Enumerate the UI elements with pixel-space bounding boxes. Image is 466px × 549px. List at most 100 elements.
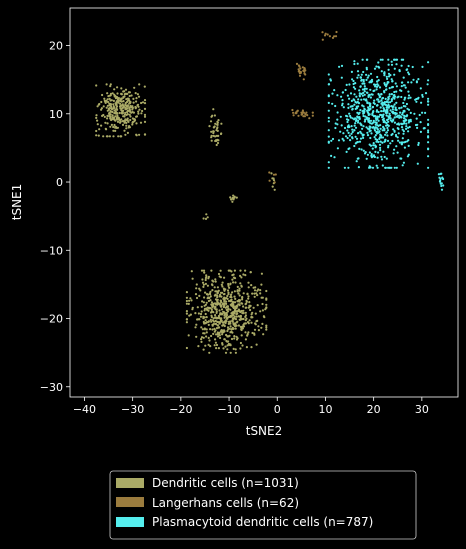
data-point <box>363 90 366 93</box>
data-point <box>347 103 350 106</box>
data-point <box>416 126 419 129</box>
data-point <box>344 88 347 92</box>
data-point <box>202 217 205 220</box>
data-point <box>109 85 112 88</box>
data-point <box>211 328 214 331</box>
data-point <box>374 121 377 124</box>
data-point <box>356 76 359 79</box>
data-point <box>357 166 360 169</box>
data-point <box>272 177 275 180</box>
data-point <box>203 304 206 307</box>
data-point <box>106 92 109 95</box>
data-point <box>221 324 224 327</box>
data-point <box>207 336 210 339</box>
data-point <box>125 127 128 130</box>
data-point <box>139 121 143 124</box>
data-point <box>240 276 243 279</box>
data-point <box>372 121 375 124</box>
data-point <box>369 96 372 99</box>
data-point <box>199 289 202 292</box>
data-point <box>362 105 365 108</box>
data-point <box>198 287 201 290</box>
data-point <box>185 310 188 313</box>
data-point <box>128 94 131 98</box>
data-point <box>427 97 430 100</box>
data-point <box>138 108 141 111</box>
data-point <box>374 146 377 149</box>
data-point <box>209 295 212 298</box>
data-point <box>292 114 295 117</box>
data-point <box>346 136 349 140</box>
data-point <box>128 101 132 104</box>
data-point <box>227 315 230 319</box>
data-point <box>223 276 226 279</box>
data-point <box>354 87 357 90</box>
data-point <box>401 141 404 144</box>
data-point <box>368 151 371 154</box>
data-point <box>98 128 101 131</box>
data-point <box>214 341 217 344</box>
data-point <box>392 119 395 122</box>
data-point <box>106 117 109 120</box>
data-point <box>202 315 205 318</box>
data-point <box>272 173 276 176</box>
data-point <box>231 319 234 322</box>
data-point <box>122 120 126 123</box>
data-point <box>133 118 136 121</box>
data-point <box>233 269 236 272</box>
data-point <box>291 108 294 112</box>
data-point <box>348 134 351 137</box>
data-point <box>402 58 405 61</box>
data-point <box>392 128 395 131</box>
data-point <box>221 343 224 346</box>
data-point <box>362 78 365 82</box>
data-point <box>204 278 207 282</box>
data-point <box>244 303 247 306</box>
data-point <box>100 124 103 127</box>
data-point <box>321 38 324 41</box>
data-point <box>384 138 387 141</box>
data-point <box>111 114 114 117</box>
data-point <box>220 308 224 311</box>
data-point <box>108 135 111 138</box>
data-point <box>386 82 389 85</box>
data-point <box>219 312 222 315</box>
data-point <box>241 295 244 299</box>
data-point <box>247 331 250 334</box>
data-point <box>185 302 188 305</box>
data-point <box>123 90 126 93</box>
series-0-points <box>95 83 276 354</box>
data-point <box>390 93 393 96</box>
data-point <box>234 307 237 310</box>
data-point <box>394 82 397 85</box>
data-point <box>200 340 203 343</box>
data-point <box>229 299 232 302</box>
data-point <box>263 316 266 319</box>
data-point <box>185 299 188 303</box>
data-point <box>199 315 202 318</box>
data-point <box>131 117 134 120</box>
data-point <box>365 78 368 81</box>
data-point <box>391 110 394 114</box>
data-point <box>215 308 218 311</box>
data-point <box>396 151 399 154</box>
data-point <box>205 321 209 324</box>
data-point <box>380 155 383 158</box>
data-point <box>366 91 369 94</box>
data-point <box>113 106 116 110</box>
data-point <box>247 322 250 325</box>
data-point <box>226 305 229 309</box>
data-point <box>368 94 371 97</box>
data-point <box>394 133 398 137</box>
data-point <box>243 322 246 325</box>
data-point <box>369 122 372 125</box>
data-point <box>213 330 216 333</box>
data-point <box>367 107 370 110</box>
data-point <box>393 166 396 169</box>
data-point <box>113 109 116 112</box>
data-point <box>234 297 237 300</box>
data-point <box>236 300 239 303</box>
data-point <box>213 286 216 289</box>
data-point <box>215 327 219 330</box>
data-point <box>119 98 122 101</box>
